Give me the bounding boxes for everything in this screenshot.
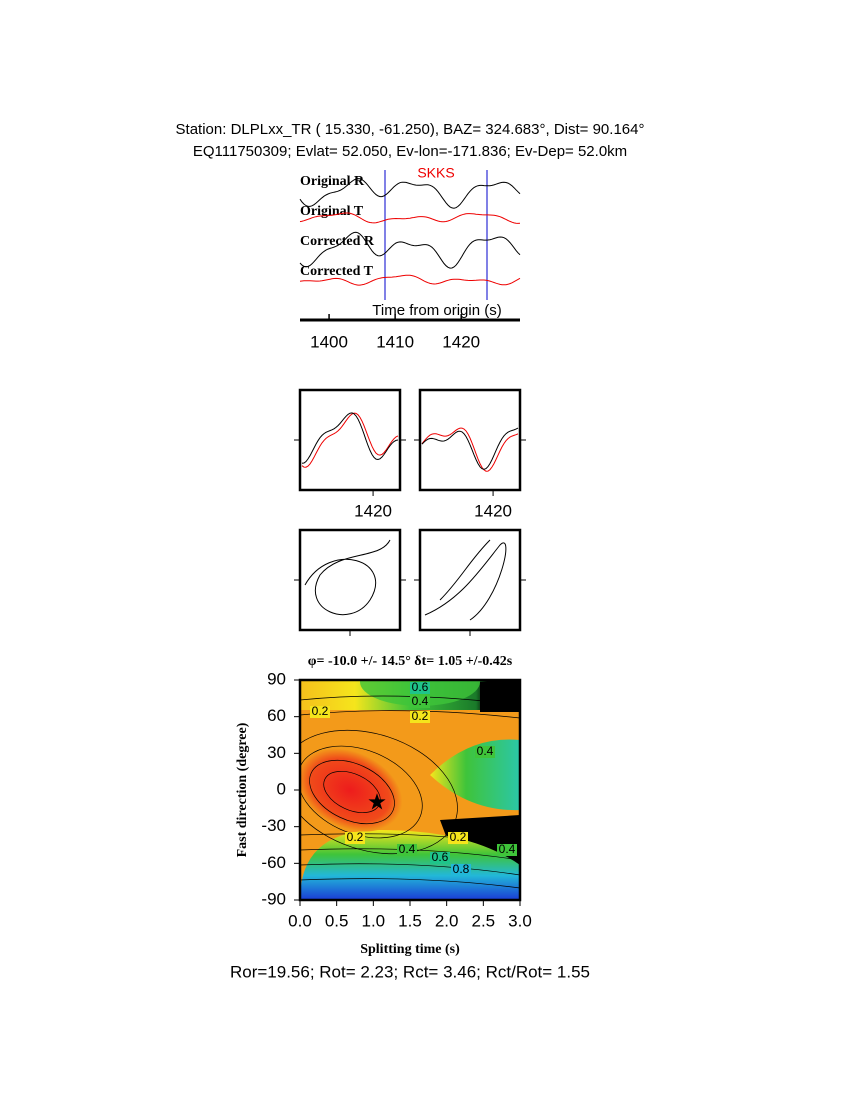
x-tick-label: 1420 [442, 332, 480, 351]
contour-label-bg [451, 864, 471, 876]
particle-motion [304, 539, 391, 616]
particle-box [298, 528, 402, 632]
contour-label: 0.4 [412, 694, 429, 708]
y-tick-label: -90 [261, 889, 286, 908]
contour-label: 0.4 [477, 744, 494, 758]
waveform [299, 178, 521, 209]
header-line: EQ111750309; Evlat= 52.050, Ev-lon=-171.… [193, 143, 627, 160]
trace-label: Corrected T [300, 264, 374, 279]
trace-label: Original T [300, 204, 364, 219]
x-tick-label: 1400 [310, 332, 348, 351]
contour-label: 0.4 [399, 842, 416, 856]
x-tick-label: 0.0 [288, 911, 312, 930]
contour-label-bg [345, 832, 365, 844]
contour-label-bg [397, 844, 417, 856]
contour-label: 0.2 [312, 704, 329, 718]
x-tick-label: 1420 [474, 501, 512, 520]
contour-label: 0.2 [450, 830, 467, 844]
x-tick-label: 1420 [354, 501, 392, 520]
map-title: φ= -10.0 +/- 14.5° δt= 1.05 +/-0.42s [308, 654, 513, 669]
header-line: Station: DLPLxx_TR ( 15.330, -61.250), B… [176, 121, 645, 138]
waveform [299, 231, 521, 269]
window-box [418, 388, 522, 492]
x-tick-label: 2.5 [472, 911, 496, 930]
footer: Ror=19.56; Rot= 2.23; Rct= 3.46; Rct/Rot… [230, 962, 590, 981]
y-tick-label: 30 [267, 743, 286, 762]
x-tick-label: 1.5 [398, 911, 422, 930]
x-tick-label: 3.0 [508, 911, 532, 930]
contour-label-bg [410, 696, 430, 708]
y-tick-label: 90 [267, 669, 286, 688]
contour-label-bg [410, 711, 430, 723]
contour-label-bg [475, 746, 495, 758]
contour-label: 0.2 [347, 830, 364, 844]
window-box [298, 388, 402, 492]
waveform [301, 412, 399, 464]
waveform [299, 274, 521, 286]
trace-label: Corrected R [300, 234, 375, 249]
y-axis-label: Fast direction (degree) [235, 722, 250, 857]
waveform [301, 412, 399, 468]
contour-label-bg [410, 682, 430, 694]
contour-label: 0.8 [453, 862, 470, 876]
x-tick-label: 0.5 [325, 911, 349, 930]
x-tick-label: 2.0 [435, 911, 459, 930]
contour-label: 0.4 [499, 842, 516, 856]
contour-label: 0.6 [432, 850, 449, 864]
y-tick-label: -60 [261, 853, 286, 872]
contour-label-bg [448, 832, 468, 844]
best-fit-star [368, 793, 386, 810]
y-tick-label: -30 [261, 816, 286, 835]
contour-label: 0.2 [412, 709, 429, 723]
contour-label-bg [430, 852, 450, 864]
waveform [421, 427, 519, 470]
waveform [299, 212, 521, 224]
axis-label: Time from origin (s) [372, 302, 501, 319]
x-axis-label: Splitting time (s) [360, 942, 460, 957]
trace-panel: SKKS Time from origin (s) [300, 165, 520, 322]
trace-label: Original R [300, 174, 365, 189]
particle-motion [424, 539, 507, 621]
y-tick-label: 60 [267, 706, 286, 725]
x-tick-label: 1410 [376, 332, 414, 351]
contour-label-bg [497, 844, 517, 856]
phase-label: SKKS [417, 165, 454, 181]
contour-label-bg [310, 706, 330, 718]
contour-label: 0.6 [412, 680, 429, 694]
y-tick-label: 0 [277, 779, 286, 798]
waveform [421, 427, 519, 472]
x-tick-label: 1.0 [362, 911, 386, 930]
misfit-map: 0.2 0.20.20.20.40.40.4 0.40.60.60.8 [300, 680, 520, 900]
